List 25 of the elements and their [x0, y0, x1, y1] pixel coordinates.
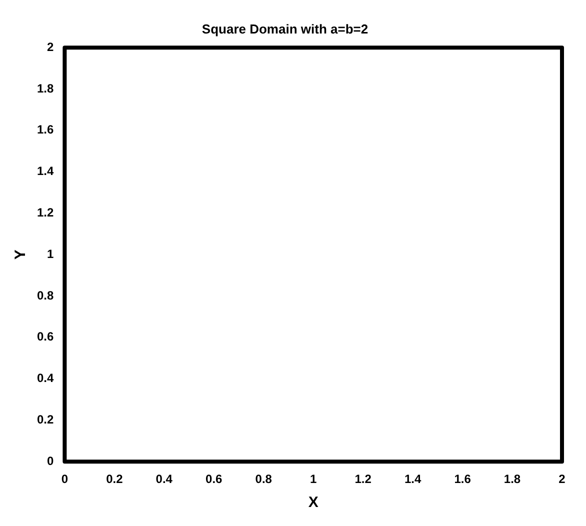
y-tick-label: 1.4	[36, 164, 54, 178]
x-tick-label: 0.2	[106, 472, 124, 486]
y-tick-label: 1.6	[36, 122, 54, 137]
x-tick-label: 0	[61, 472, 68, 486]
chart-title: Square Domain with a=b=2	[202, 21, 368, 36]
x-tick-label: 0.4	[156, 472, 173, 486]
y-tick-label: 0	[46, 454, 54, 468]
x-tick-label: 1.6	[454, 472, 472, 486]
x-tick-label: 1	[310, 472, 317, 486]
y-tick-label: 0.8	[36, 288, 54, 302]
y-tick-label: 2	[46, 40, 54, 54]
y-tick-label: 0.2	[36, 412, 54, 427]
x-tick-label: 1.8	[504, 472, 521, 486]
y-tick-label: 0.4	[36, 371, 54, 386]
x-tick-label: 0.6	[206, 472, 223, 486]
y-axis-title: Y	[12, 250, 30, 260]
x-tick-label: 0.8	[255, 472, 272, 486]
x-tick-label: 2	[558, 472, 566, 486]
y-tick-label: 0.6	[36, 330, 54, 344]
x-axis-title: X	[308, 494, 318, 512]
x-tick-label: 1.2	[354, 472, 372, 486]
y-tick-label: 1	[46, 246, 54, 261]
x-tick-label: 1.4	[404, 472, 422, 486]
y-tick-label: 1.8	[36, 81, 54, 96]
y-tick-label: 1.2	[36, 206, 54, 220]
